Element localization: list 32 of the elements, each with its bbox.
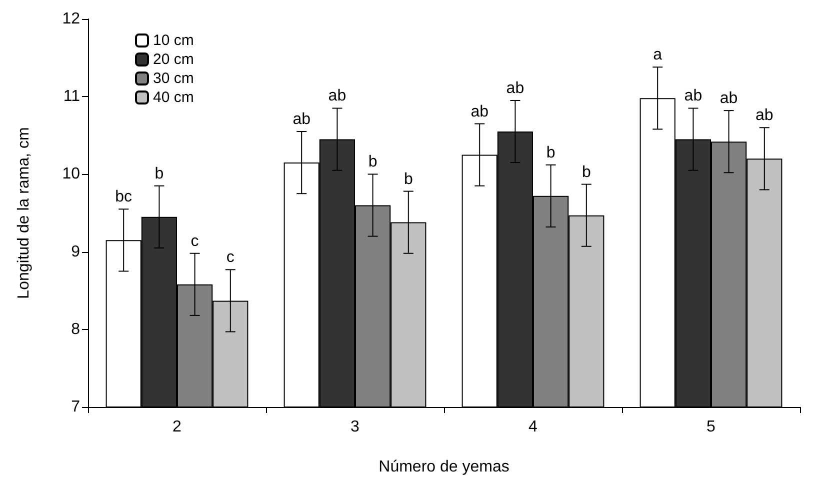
data-label: c [226,249,234,266]
data-label: bc [115,188,132,206]
data-label: ab [470,103,489,120]
x-tick-label: 4 [528,418,538,436]
data-label: ab [506,80,524,97]
legend-label: 40 cm [153,89,194,106]
data-label: b [546,144,556,162]
data-label: ab [292,111,311,128]
y-tick-label: 12 [62,10,80,28]
y-tick-label: 7 [71,398,80,416]
data-label: b [582,164,591,181]
y-axis-title: Longitud de la rama, cm [16,127,32,299]
x-axis-title: Número de yemas [378,458,510,476]
x-tick-label: 5 [706,418,716,436]
data-label: ab [328,88,346,105]
y-tick-label: 11 [63,88,80,106]
data-label: ab [756,107,774,124]
y-tick-label: 9 [71,243,80,260]
data-label: ab [684,88,702,105]
x-tick-label: 3 [350,418,360,436]
data-label: c [190,232,199,250]
data-label: b [404,170,413,188]
y-tick-label: 10 [62,166,80,183]
legend-label: 30 cm [153,70,194,87]
legend-label: 10 cm [153,32,194,49]
y-tick-label: 8 [71,320,80,338]
data-label: a [653,46,662,64]
legend-label: 20 cm [153,51,194,68]
data-label: b [154,165,164,182]
x-tick-label: 2 [172,418,182,436]
data-label: b [368,154,378,171]
data-label: ab [720,90,738,108]
